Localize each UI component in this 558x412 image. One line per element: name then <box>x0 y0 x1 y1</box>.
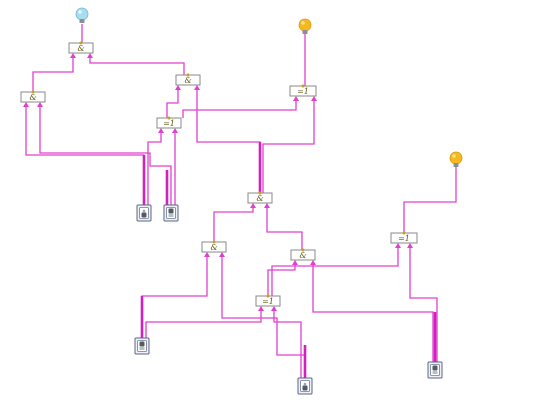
wire <box>221 256 306 378</box>
arrowhead <box>172 128 178 133</box>
wire <box>182 100 297 118</box>
gate-label: & <box>210 243 217 252</box>
wire <box>32 57 74 92</box>
gate-label: & <box>29 93 36 102</box>
wire <box>266 207 303 250</box>
gate-label: =1 <box>163 119 175 128</box>
gate-label: =1 <box>297 87 309 96</box>
wire <box>166 89 179 118</box>
wires <box>25 24 457 378</box>
and-gate[interactable]: & <box>175 73 201 86</box>
wire <box>25 106 145 205</box>
switch-off-icon[interactable] <box>297 377 313 395</box>
arrowhead <box>264 203 270 208</box>
arrowhead <box>250 203 256 208</box>
gate-label: =1 <box>262 297 274 306</box>
bulb-off-icon <box>75 7 89 23</box>
and-gate[interactable]: & <box>20 90 46 103</box>
and-gate[interactable]: & <box>247 191 273 204</box>
arrowheads <box>23 53 413 311</box>
gate-label: & <box>256 194 263 203</box>
wire <box>267 264 296 296</box>
arrowhead <box>271 306 277 311</box>
switch-on-icon[interactable] <box>427 361 443 379</box>
arrowhead <box>204 252 210 257</box>
and-gate[interactable]: & <box>201 240 227 253</box>
wire <box>145 310 262 338</box>
wire <box>39 106 172 205</box>
xor-gate[interactable]: =1 <box>255 294 281 307</box>
and-gate[interactable]: & <box>68 41 94 54</box>
switch-on-icon[interactable] <box>134 337 150 355</box>
xor-gate[interactable]: =1 <box>390 231 418 244</box>
switch-off-icon[interactable] <box>136 204 152 222</box>
arrowhead <box>407 243 413 248</box>
arrowhead <box>311 96 317 101</box>
arrowhead <box>23 102 29 107</box>
gate-label: =1 <box>398 234 410 243</box>
arrowhead <box>310 260 316 265</box>
bulb-on-icon <box>449 151 463 167</box>
wire <box>196 89 261 193</box>
wire <box>273 310 302 378</box>
wire <box>312 264 434 362</box>
gate-label: & <box>77 44 84 53</box>
wire <box>409 247 438 362</box>
bulb-on-icon <box>298 18 312 34</box>
wire <box>213 207 254 242</box>
wire <box>147 132 162 205</box>
arrowhead <box>219 252 225 257</box>
switch-on-icon[interactable] <box>163 204 179 222</box>
arrowhead <box>70 53 76 58</box>
arrowhead <box>258 306 264 311</box>
arrowhead <box>158 128 164 133</box>
arrowhead <box>395 243 401 248</box>
gate-label: & <box>299 251 306 260</box>
arrowhead <box>175 85 181 90</box>
and-gate[interactable]: & <box>290 248 316 261</box>
arrowhead <box>292 260 298 265</box>
arrowhead <box>87 53 93 58</box>
wire <box>271 247 399 296</box>
wire <box>141 256 208 338</box>
xor-gate[interactable]: =1 <box>156 116 182 129</box>
wire <box>403 166 457 233</box>
arrowhead <box>293 96 299 101</box>
gate-label: & <box>184 76 191 85</box>
xor-gate[interactable]: =1 <box>289 84 317 97</box>
wire <box>262 100 315 193</box>
arrowhead <box>37 102 43 107</box>
wire <box>89 57 185 75</box>
arrowhead <box>194 85 200 90</box>
